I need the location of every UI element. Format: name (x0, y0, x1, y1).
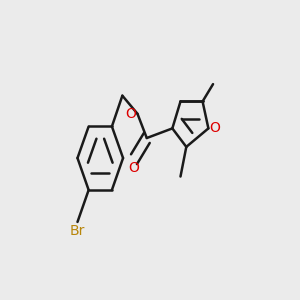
Text: Br: Br (70, 224, 85, 238)
Text: O: O (210, 122, 220, 135)
Text: O: O (125, 107, 136, 121)
Text: O: O (129, 161, 140, 175)
